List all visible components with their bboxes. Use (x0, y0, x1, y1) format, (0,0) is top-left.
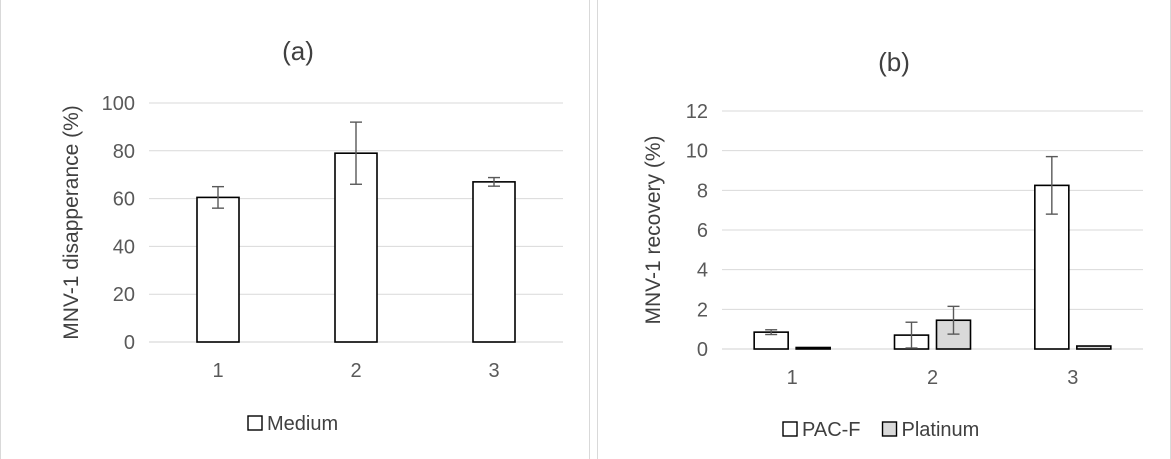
chart-a-svg: (a) 0 20 40 60 80 100 MNV-1 disapperance (%) 1 2 3… (1, 0, 591, 459)
y-tick-label: 10 (686, 141, 708, 163)
y-tick-label: 60 (113, 189, 135, 211)
x-tick-label: 2 (927, 367, 938, 389)
y-tick-label: 40 (113, 236, 135, 258)
y-axis-label: MNV-1 disapperance (%) (60, 105, 83, 340)
y-tick-label: 6 (697, 220, 708, 242)
y-tick-label: 100 (102, 93, 135, 115)
y-tick-label: 2 (697, 299, 708, 321)
legend-label: PAC-F (802, 419, 861, 441)
chart-title: (b) (878, 47, 910, 77)
x-tick-label: 3 (488, 360, 499, 382)
chart-panel-b: (b) 0 2 4 6 8 10 12 MNV-1 recovery (%) 1 2 3 PAC-F Pl… (597, 0, 1171, 459)
y-axis-label: MNV-1 recovery (%) (642, 135, 665, 324)
legend-swatch (883, 422, 897, 436)
x-tick-label: 1 (787, 367, 798, 389)
bar (473, 182, 515, 342)
y-tick-label: 20 (113, 284, 135, 306)
y-tick-label: 80 (113, 141, 135, 163)
chart-panel-a: (a) 0 20 40 60 80 100 MNV-1 disapperance (%) 1 2 3… (0, 0, 590, 459)
legend-label: Platinum (902, 419, 980, 441)
legend-swatch (248, 416, 262, 430)
x-tick-label: 3 (1067, 367, 1078, 389)
legend-swatch (783, 422, 797, 436)
y-tick-label: 0 (124, 332, 135, 354)
y-tick-label: 0 (697, 339, 708, 361)
y-tick-label: 4 (697, 260, 708, 282)
y-tick-label: 8 (697, 180, 708, 202)
bar (197, 197, 239, 342)
x-tick-label: 1 (212, 360, 223, 382)
x-tick-label: 2 (350, 360, 361, 382)
bar (796, 348, 830, 350)
bar (1077, 346, 1111, 349)
chart-title: (a) (282, 36, 314, 66)
legend-label: Medium (267, 413, 338, 435)
y-tick-label: 12 (686, 101, 708, 123)
